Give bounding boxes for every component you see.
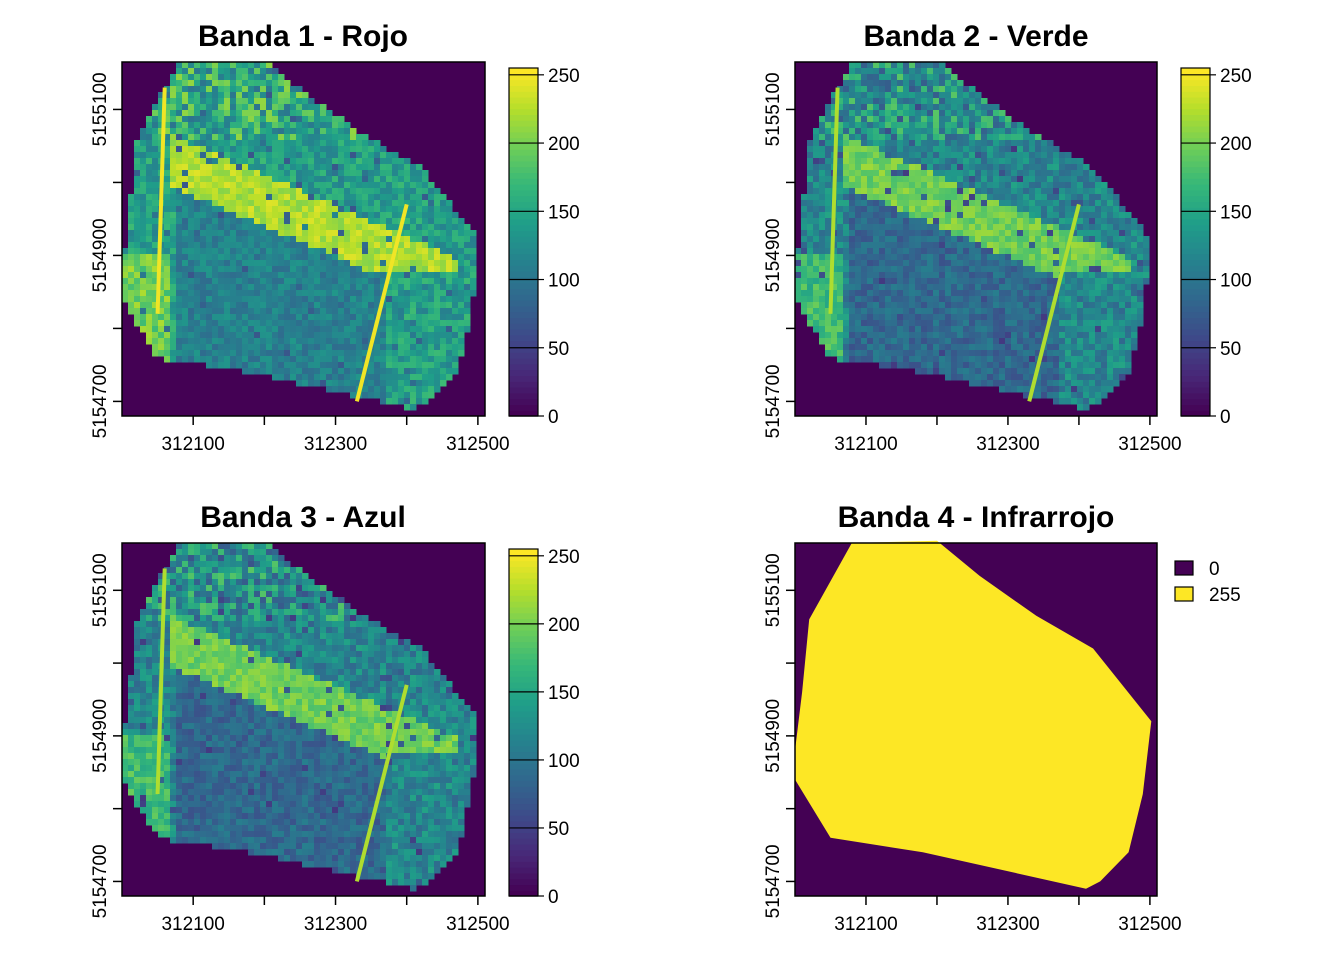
colorbar-label: 0 xyxy=(548,887,559,908)
legend-swatch xyxy=(1174,586,1194,602)
colorbar-label: 150 xyxy=(1220,202,1252,223)
y-tick-label: 5154700 xyxy=(90,364,111,438)
plot-frame xyxy=(794,61,1158,417)
x-tick-label: 312500 xyxy=(446,434,509,455)
x-tick-label: 312500 xyxy=(1118,434,1181,455)
y-tick-label: 5154700 xyxy=(90,844,111,918)
colorbar-label: 100 xyxy=(548,271,580,292)
road-line xyxy=(1027,203,1081,402)
raster-cells xyxy=(122,543,477,892)
y-tick-label: 5154900 xyxy=(763,218,784,292)
y-tick-label: 5154900 xyxy=(90,218,111,292)
colorbar-label: 50 xyxy=(548,339,569,360)
panel-title: Banda 1 - Rojo xyxy=(198,20,408,53)
x-tick-label: 312300 xyxy=(976,434,1039,455)
panel-1: Banda 1 - Rojo 312100 312300 312500 5154700 5… xyxy=(90,20,580,455)
raster-footprint xyxy=(795,540,1152,889)
y-tick-label: 5154900 xyxy=(90,699,111,773)
colorbar-label: 250 xyxy=(548,547,580,568)
colorbar-label: 200 xyxy=(548,615,580,636)
panel-title: Banda 3 - Azul xyxy=(200,501,406,534)
x-tick-label: 312300 xyxy=(304,914,367,935)
road-line xyxy=(828,87,840,314)
y-tick-label: 5154700 xyxy=(763,844,784,918)
panel-title: Banda 4 - Infrarrojo xyxy=(838,501,1115,534)
plot-frame xyxy=(121,542,486,897)
plot-frame xyxy=(794,542,1158,897)
plot-frame xyxy=(121,61,486,417)
y-tick-label: 5155100 xyxy=(763,553,784,627)
x-tick-label: 312100 xyxy=(161,434,224,455)
colorbar xyxy=(509,549,538,897)
colorbar-label: 0 xyxy=(1220,407,1231,428)
legend-swatch xyxy=(1174,560,1194,576)
colorbar-label: 100 xyxy=(548,751,580,772)
legend-label: 255 xyxy=(1209,585,1241,606)
x-tick-label: 312500 xyxy=(1118,914,1181,935)
panel-3: Banda 3 - Azul 312100 312300 312500 5154700 5… xyxy=(90,501,580,935)
colorbar-label: 0 xyxy=(548,407,559,428)
colorbar-label: 150 xyxy=(548,202,580,223)
y-tick-label: 5155100 xyxy=(90,72,111,146)
panel-4: Banda 4 - Infrarrojo 312100 312300 312500 51… xyxy=(763,501,1241,935)
y-tick-label: 5154700 xyxy=(763,364,784,438)
x-tick-label: 312100 xyxy=(834,434,897,455)
road-line xyxy=(354,684,409,882)
legend-label: 0 xyxy=(1209,559,1220,580)
colorbar-label: 50 xyxy=(548,819,569,840)
road-line xyxy=(155,87,167,314)
road-line xyxy=(354,203,409,402)
panel-2: Banda 2 - Verde 312100 312300 312500 5154700… xyxy=(763,20,1252,455)
colorbar xyxy=(1181,68,1210,417)
y-tick-label: 5155100 xyxy=(90,553,111,627)
colorbar xyxy=(509,68,538,417)
colorbar-label: 200 xyxy=(1220,134,1252,155)
colorbar-label: 100 xyxy=(1220,271,1252,292)
panel-title: Banda 2 - Verde xyxy=(863,20,1088,53)
colorbar-label: 200 xyxy=(548,134,580,155)
colorbar-label: 150 xyxy=(548,683,580,704)
colorbar-label: 250 xyxy=(548,66,580,87)
colorbar-label: 50 xyxy=(1220,339,1241,360)
y-tick-label: 5154900 xyxy=(763,699,784,773)
x-tick-label: 312100 xyxy=(161,914,224,935)
x-tick-label: 312300 xyxy=(976,914,1039,935)
x-tick-label: 312100 xyxy=(834,914,897,935)
colorbar-label: 250 xyxy=(1220,66,1252,87)
y-tick-label: 5155100 xyxy=(763,72,784,146)
road-line xyxy=(155,568,167,795)
x-tick-label: 312300 xyxy=(304,434,367,455)
x-tick-label: 312500 xyxy=(446,914,509,935)
raster-cells xyxy=(122,62,477,411)
